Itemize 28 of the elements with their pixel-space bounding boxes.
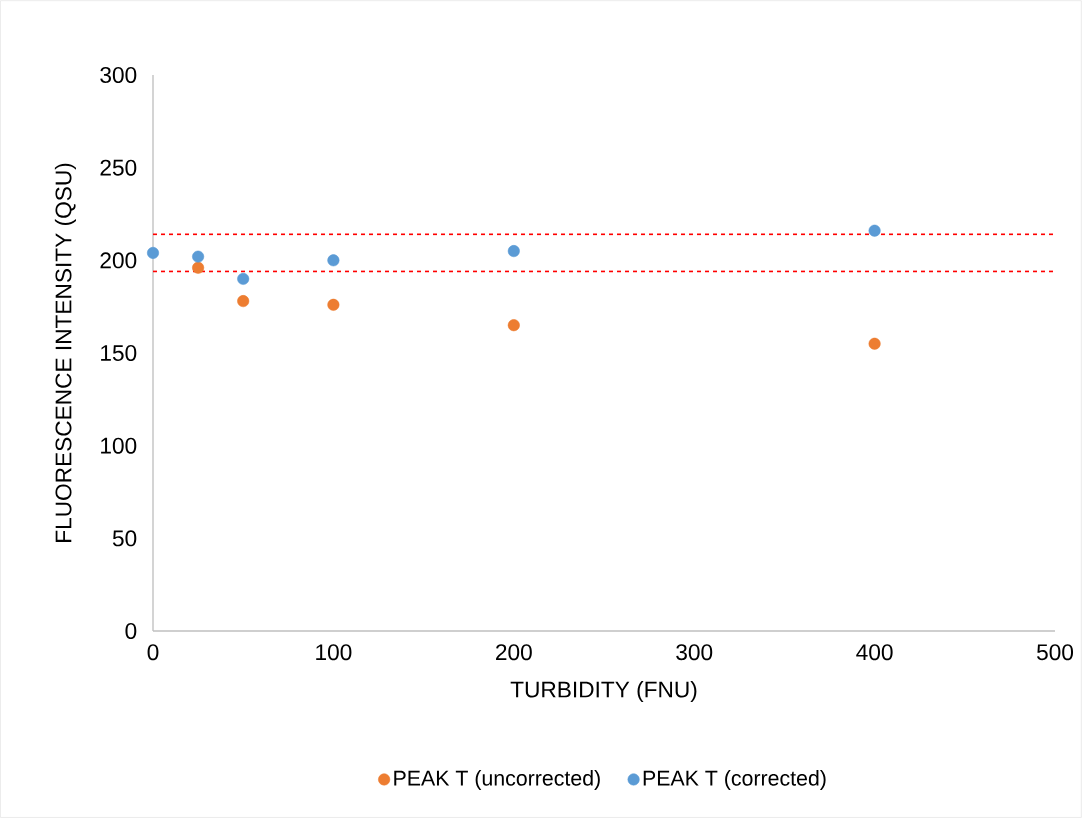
point [192, 261, 205, 274]
x-tick-label: 100 [316, 644, 352, 661]
point [327, 298, 340, 311]
x-tick-label: 400 [856, 644, 893, 661]
y-tick-label: 50 [112, 530, 137, 547]
legend-label: PEAK T (corrected) [643, 770, 826, 790]
legend-label: PEAK T (uncorrected) [394, 770, 600, 790]
x-axis-title: TURBIDITY (FNU) [510, 680, 697, 703]
point [237, 272, 250, 285]
x-tick-label: 0 [147, 644, 159, 661]
x-tick-label: 500 [1037, 644, 1074, 661]
x-tick-label: 200 [496, 644, 532, 661]
point [868, 224, 881, 237]
point [327, 254, 340, 267]
point [237, 295, 250, 308]
y-tick-label: 200 [100, 252, 137, 269]
y-tick-label: 0 [125, 622, 137, 640]
point [192, 250, 205, 263]
y-tick-label: 100 [101, 437, 137, 454]
point [868, 337, 881, 350]
y-axis-title: FLUORESCENCE INTENSITY (QSU) [54, 163, 76, 542]
y-tick-label: 250 [100, 159, 137, 176]
y-tick-label: 300 [100, 66, 137, 84]
y-tick-label: 150 [101, 344, 137, 362]
point [507, 245, 520, 258]
point [507, 319, 520, 332]
x-tick-label: 300 [676, 644, 713, 661]
point [147, 246, 159, 259]
